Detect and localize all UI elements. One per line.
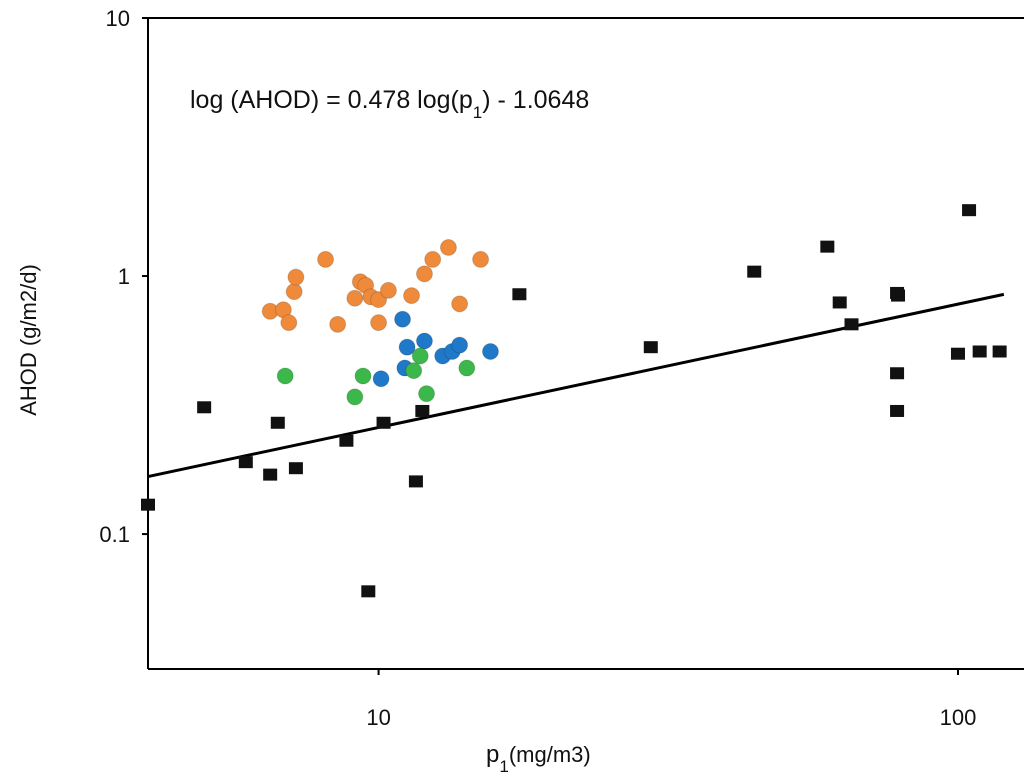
circle-marker (398, 338, 416, 356)
circle-marker (481, 342, 499, 360)
circle-marker (415, 265, 433, 283)
square-marker (890, 404, 905, 417)
y-tick-label: 1 (118, 264, 130, 289)
square-marker (197, 401, 212, 414)
circle-marker (346, 388, 364, 406)
square-marker (950, 347, 965, 360)
circle-marker (415, 332, 433, 350)
square-marker (992, 345, 1007, 358)
circle-marker (379, 281, 397, 299)
data-points (141, 204, 1007, 598)
circle-marker (372, 370, 390, 388)
circle-marker (329, 315, 347, 333)
circle-marker (346, 289, 364, 307)
circle-marker (370, 314, 388, 332)
square-marker (962, 204, 977, 217)
square-marker (288, 462, 303, 475)
plot-frame (147, 17, 1024, 670)
circle-marker (472, 250, 490, 268)
circle-marker (439, 239, 457, 257)
circle-marker (411, 347, 429, 365)
square-marker (376, 416, 391, 429)
square-marker (747, 265, 762, 278)
circle-marker (403, 287, 421, 305)
square-marker (844, 318, 859, 331)
circle-marker (280, 314, 298, 332)
square-marker (643, 341, 658, 354)
circle-marker (424, 250, 442, 268)
x-tick-label: 100 (940, 705, 977, 730)
circle-marker (317, 250, 335, 268)
regression-equation: log (AHOD) = 0.478 log(p1) - 1.0648 (190, 86, 589, 122)
x-tick-label: 10 (366, 705, 390, 730)
square-marker (238, 456, 253, 469)
circle-marker (418, 385, 436, 403)
circle-marker (287, 268, 305, 286)
circle-marker (285, 283, 303, 301)
y-axis-title: AHOD (g/m2/d) (16, 264, 41, 416)
fit-line-layer (147, 292, 1005, 479)
square-marker (408, 475, 423, 488)
square-marker (339, 434, 354, 447)
y-tick-label: 0.1 (99, 522, 130, 547)
regression-line (147, 292, 1005, 479)
square-marker (512, 288, 527, 301)
circle-marker (451, 336, 469, 354)
square-marker (270, 416, 285, 429)
square-marker (415, 404, 430, 417)
square-marker (891, 289, 906, 302)
square-marker (972, 345, 987, 358)
circle-marker (354, 367, 372, 385)
square-marker (361, 585, 376, 598)
x-axis-title: p1(mg/m3) (486, 741, 591, 776)
circle-marker (394, 310, 412, 328)
square-marker (832, 296, 847, 309)
square-marker (263, 468, 278, 481)
square-marker (820, 240, 835, 253)
circle-marker (276, 367, 294, 385)
y-tick-label: 10 (106, 6, 130, 31)
circle-marker (451, 295, 469, 313)
square-marker (890, 367, 905, 380)
circle-marker (405, 362, 423, 380)
circle-marker (458, 359, 476, 377)
square-marker (141, 498, 155, 511)
axis-ticks: 0.1 1 10 10 100 (99, 6, 976, 730)
